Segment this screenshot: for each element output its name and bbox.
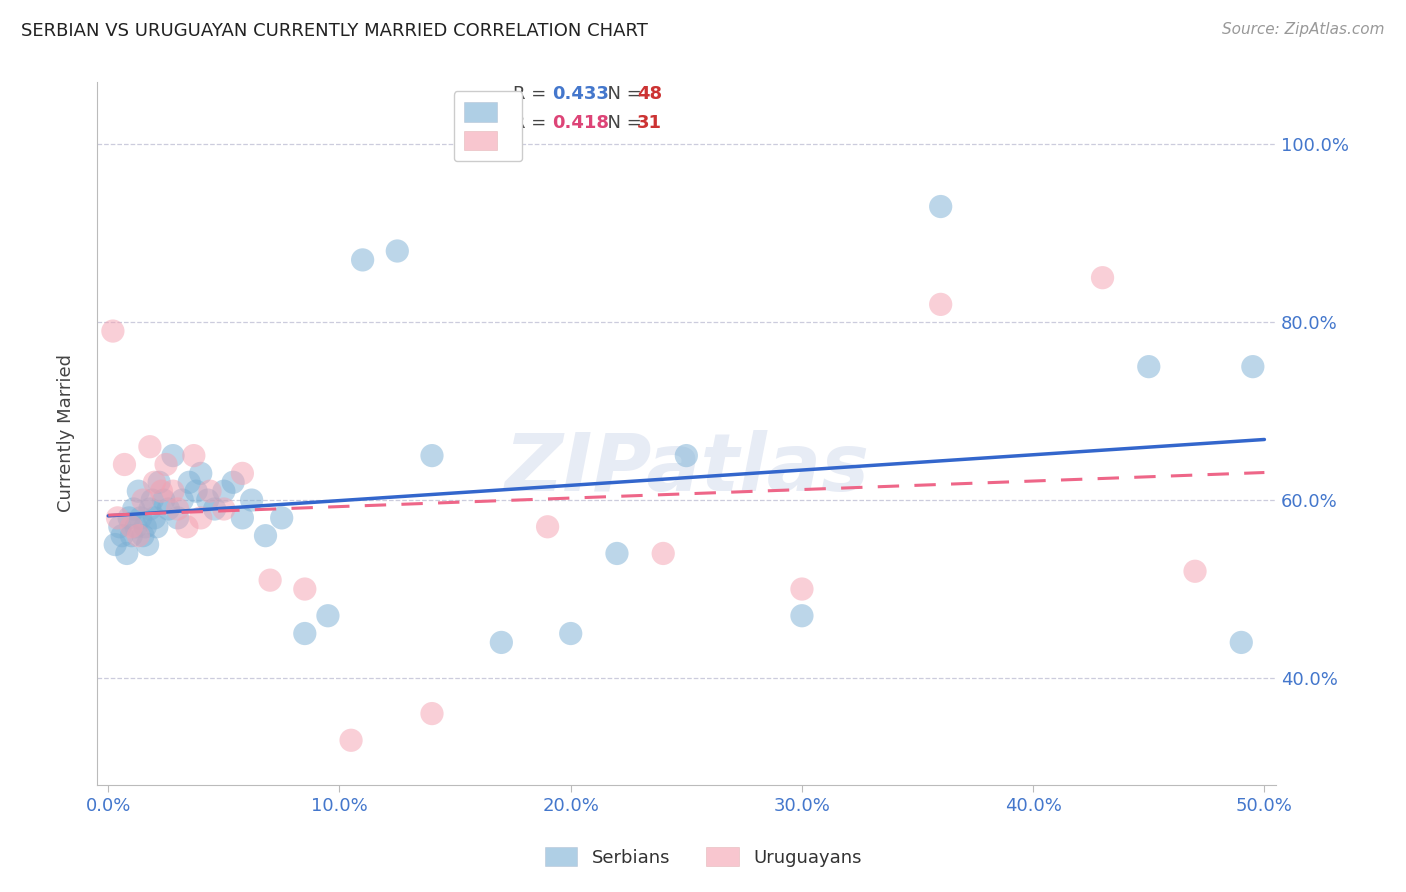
Point — [132, 493, 155, 508]
Point — [204, 502, 226, 516]
Point — [387, 244, 409, 258]
Point — [148, 475, 170, 490]
Point — [294, 582, 316, 596]
Point — [162, 484, 184, 499]
Point — [120, 529, 142, 543]
Point — [420, 706, 443, 721]
Point — [190, 467, 212, 481]
Point — [172, 493, 194, 508]
Point — [120, 520, 142, 534]
Point — [152, 493, 174, 508]
Point — [150, 484, 173, 499]
Point — [176, 520, 198, 534]
Point — [340, 733, 363, 747]
Point — [606, 546, 628, 560]
Point — [111, 529, 134, 543]
Point — [1230, 635, 1253, 649]
Point — [536, 520, 558, 534]
Point — [675, 449, 697, 463]
Point — [212, 484, 235, 499]
Point — [127, 484, 149, 499]
Text: R =: R = — [513, 85, 553, 103]
Point — [127, 529, 149, 543]
Point — [143, 511, 166, 525]
Point — [143, 475, 166, 490]
Point — [212, 502, 235, 516]
Text: Source: ZipAtlas.com: Source: ZipAtlas.com — [1222, 22, 1385, 37]
Point — [652, 546, 675, 560]
Point — [125, 520, 148, 534]
Point — [136, 537, 159, 551]
Point — [179, 475, 201, 490]
Point — [146, 520, 169, 534]
Point — [254, 529, 277, 543]
Point — [270, 511, 292, 525]
Point — [1241, 359, 1264, 374]
Point — [166, 511, 188, 525]
Point — [139, 440, 162, 454]
Point — [107, 511, 129, 525]
Point — [101, 324, 124, 338]
Point — [316, 608, 339, 623]
Point — [222, 475, 245, 490]
Point — [240, 493, 263, 508]
Point — [104, 537, 127, 551]
Text: 0.433: 0.433 — [553, 85, 609, 103]
Point — [139, 502, 162, 516]
Point — [118, 511, 141, 525]
Point — [166, 502, 188, 516]
Point — [790, 608, 813, 623]
Point — [929, 200, 952, 214]
Point — [1137, 359, 1160, 374]
Point — [129, 511, 152, 525]
Point — [184, 484, 207, 499]
Text: N =: N = — [596, 85, 648, 103]
Point — [1184, 564, 1206, 578]
Text: ZIPatlas: ZIPatlas — [503, 430, 869, 508]
Point — [115, 546, 138, 560]
Point — [190, 511, 212, 525]
Text: R =: R = — [513, 114, 553, 132]
Point — [790, 582, 813, 596]
Legend: , : , — [454, 91, 522, 161]
Point — [929, 297, 952, 311]
Text: SERBIAN VS URUGUAYAN CURRENTLY MARRIED CORRELATION CHART: SERBIAN VS URUGUAYAN CURRENTLY MARRIED C… — [21, 22, 648, 40]
Point — [155, 458, 177, 472]
Point — [157, 502, 180, 516]
Point — [231, 511, 253, 525]
Point — [1091, 270, 1114, 285]
Point — [141, 493, 163, 508]
Point — [114, 458, 136, 472]
Point — [294, 626, 316, 640]
Point — [183, 449, 205, 463]
Point — [352, 252, 374, 267]
Point — [560, 626, 582, 640]
Point — [108, 520, 131, 534]
Text: 48: 48 — [637, 85, 662, 103]
Text: 0.418: 0.418 — [553, 114, 610, 132]
Point — [198, 484, 221, 499]
Point — [132, 529, 155, 543]
Point — [491, 635, 513, 649]
Y-axis label: Currently Married: Currently Married — [58, 354, 75, 512]
Point — [259, 573, 281, 587]
Point — [134, 520, 156, 534]
Point — [162, 449, 184, 463]
Text: 31: 31 — [637, 114, 662, 132]
Point — [231, 467, 253, 481]
Legend: Serbians, Uruguayans: Serbians, Uruguayans — [537, 840, 869, 874]
Point — [197, 493, 219, 508]
Text: N =: N = — [596, 114, 648, 132]
Point — [122, 502, 145, 516]
Point — [420, 449, 443, 463]
